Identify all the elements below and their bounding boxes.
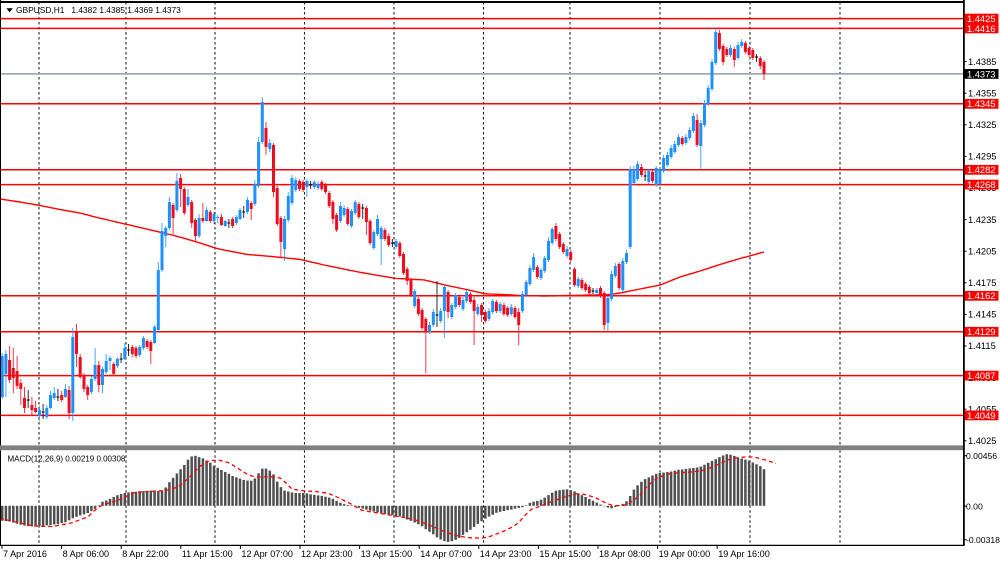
svg-text:1.4268: 1.4268 [967,180,995,190]
svg-text:1.4355: 1.4355 [968,88,996,98]
svg-text:1.4025: 1.4025 [968,436,996,446]
svg-text:11 Apr 15:00: 11 Apr 15:00 [182,549,233,559]
svg-text:0.00: 0.00 [966,502,983,512]
svg-text:12 Apr 23:00: 12 Apr 23:00 [301,549,353,559]
svg-text:18 Apr 08:00: 18 Apr 08:00 [599,549,651,559]
svg-text:19 Apr 00:00: 19 Apr 00:00 [659,549,711,559]
svg-text:1.4416: 1.4416 [967,24,995,34]
svg-text:1.4282: 1.4282 [967,165,995,175]
svg-text:1.4055: 1.4055 [968,404,996,414]
svg-text:1.4162: 1.4162 [967,291,995,301]
svg-text:GBPUSD,H1 1.4382 1.4385 1.43: GBPUSD,H1 1.4382 1.4385 1.4369 1.4373 [16,5,181,15]
svg-text:14 Apr 07:00: 14 Apr 07:00 [420,549,472,559]
svg-text:1.4235: 1.4235 [968,215,996,225]
svg-text:12 Apr 07:00: 12 Apr 07:00 [241,549,293,559]
svg-text:1.4205: 1.4205 [968,246,996,256]
svg-text:7 Apr 2016: 7 Apr 2016 [3,549,47,559]
svg-text:1.4129: 1.4129 [967,327,995,337]
svg-text:1.4175: 1.4175 [968,278,996,288]
svg-text:1.4385: 1.4385 [968,57,996,67]
svg-text:8 Apr 22:00: 8 Apr 22:00 [122,549,169,559]
svg-text:1.4115: 1.4115 [968,341,996,351]
svg-text:1.4425: 1.4425 [967,14,995,24]
svg-text:1.4049: 1.4049 [967,411,995,421]
svg-text:8 Apr 06:00: 8 Apr 06:00 [63,549,110,559]
svg-text:13 Apr 15:00: 13 Apr 15:00 [361,549,413,559]
svg-text:19 Apr 16:00: 19 Apr 16:00 [718,549,770,559]
svg-text:-0.00318: -0.00318 [966,535,1000,545]
svg-text:15 Apr 15:00: 15 Apr 15:00 [539,549,591,559]
svg-text:MACD(12,26,9) 0.00219 0.00308: MACD(12,26,9) 0.00219 0.00308 [8,455,126,464]
svg-text:1.4325: 1.4325 [968,120,996,130]
svg-text:1.4087: 1.4087 [967,371,995,381]
svg-text:0.00456: 0.00456 [966,451,997,461]
svg-text:1.4145: 1.4145 [968,310,996,320]
svg-text:1.4345: 1.4345 [967,99,995,109]
svg-text:14 Apr 23:00: 14 Apr 23:00 [480,549,532,559]
svg-text:1.4373: 1.4373 [967,69,995,79]
svg-text:1.4295: 1.4295 [968,152,996,162]
